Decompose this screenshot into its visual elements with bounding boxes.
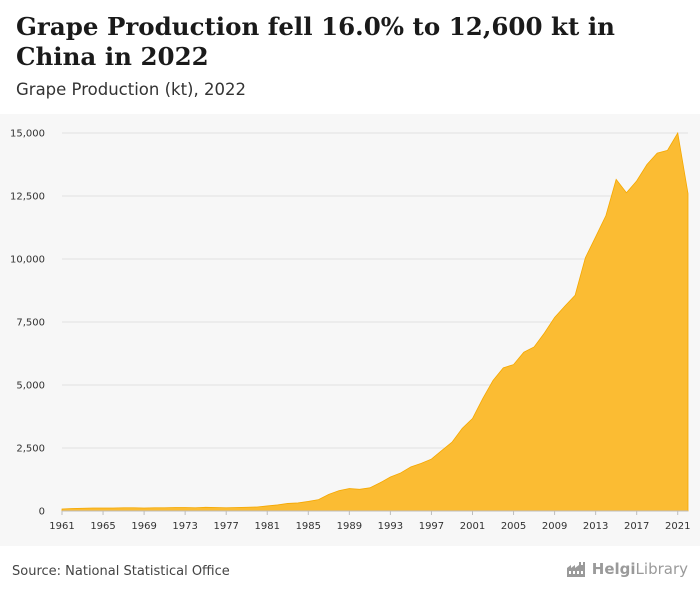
- x-tick-label: 1997: [419, 521, 444, 532]
- x-axis-ticks: 1961 1965 1969 1973 1977 1981 1985 1989 1993 1997…: [49, 511, 690, 532]
- x-tick-label: 1989: [337, 521, 362, 532]
- grape-production-area: [61, 131, 689, 512]
- y-tick-label: 12,500: [10, 192, 45, 203]
- y-axis-ticks: 0 2,500 5,000 7,500 10,000 12,500 15,000: [10, 129, 45, 518]
- y-tick-label: 15,000: [10, 129, 45, 140]
- y-tick-label: 7,500: [16, 318, 45, 329]
- x-tick-label: 1965: [90, 521, 115, 532]
- gridlines: [62, 132, 688, 512]
- x-tick-label: 1961: [49, 521, 74, 532]
- x-tick-label: 1973: [172, 521, 197, 532]
- logo-text-bold: Helgi: [591, 560, 636, 578]
- footer: Source: National Statistical Office Helg…: [0, 546, 700, 596]
- y-tick-label: 2,500: [16, 444, 45, 455]
- page-title: Grape Production fell 16.0% to 12,600 kt…: [16, 12, 615, 71]
- y-tick-label: 5,000: [16, 381, 45, 392]
- helgi-library-logo: HelgiLibrary: [566, 560, 688, 578]
- x-tick-label: 2001: [460, 521, 485, 532]
- x-tick-label: 2017: [624, 521, 649, 532]
- x-tick-label: 1969: [131, 521, 156, 532]
- factory-icon: [566, 562, 585, 577]
- x-tick-label: 1985: [296, 521, 321, 532]
- x-tick-label: 2013: [583, 521, 608, 532]
- x-tick-label: 2021: [665, 521, 690, 532]
- source-note: Source: National Statistical Office: [12, 564, 230, 579]
- logo-text-rest: Library: [635, 560, 688, 578]
- y-tick-label: 10,000: [10, 255, 45, 266]
- x-tick-label: 2005: [501, 521, 526, 532]
- x-tick-label: 2009: [542, 521, 567, 532]
- y-tick-label: 0: [39, 507, 45, 518]
- series-layer: [61, 131, 689, 512]
- chart-subtitle: Grape Production (kt), 2022: [16, 80, 246, 99]
- x-tick-label: 1977: [213, 521, 238, 532]
- x-tick-label: 1993: [378, 521, 403, 532]
- x-tick-label: 1981: [255, 521, 280, 532]
- header: Grape Production fell 16.0% to 12,600 kt…: [0, 0, 700, 114]
- chart-area: 0 2,500 5,000 7,500 10,000 12,500 15,000 1961 1…: [0, 114, 700, 546]
